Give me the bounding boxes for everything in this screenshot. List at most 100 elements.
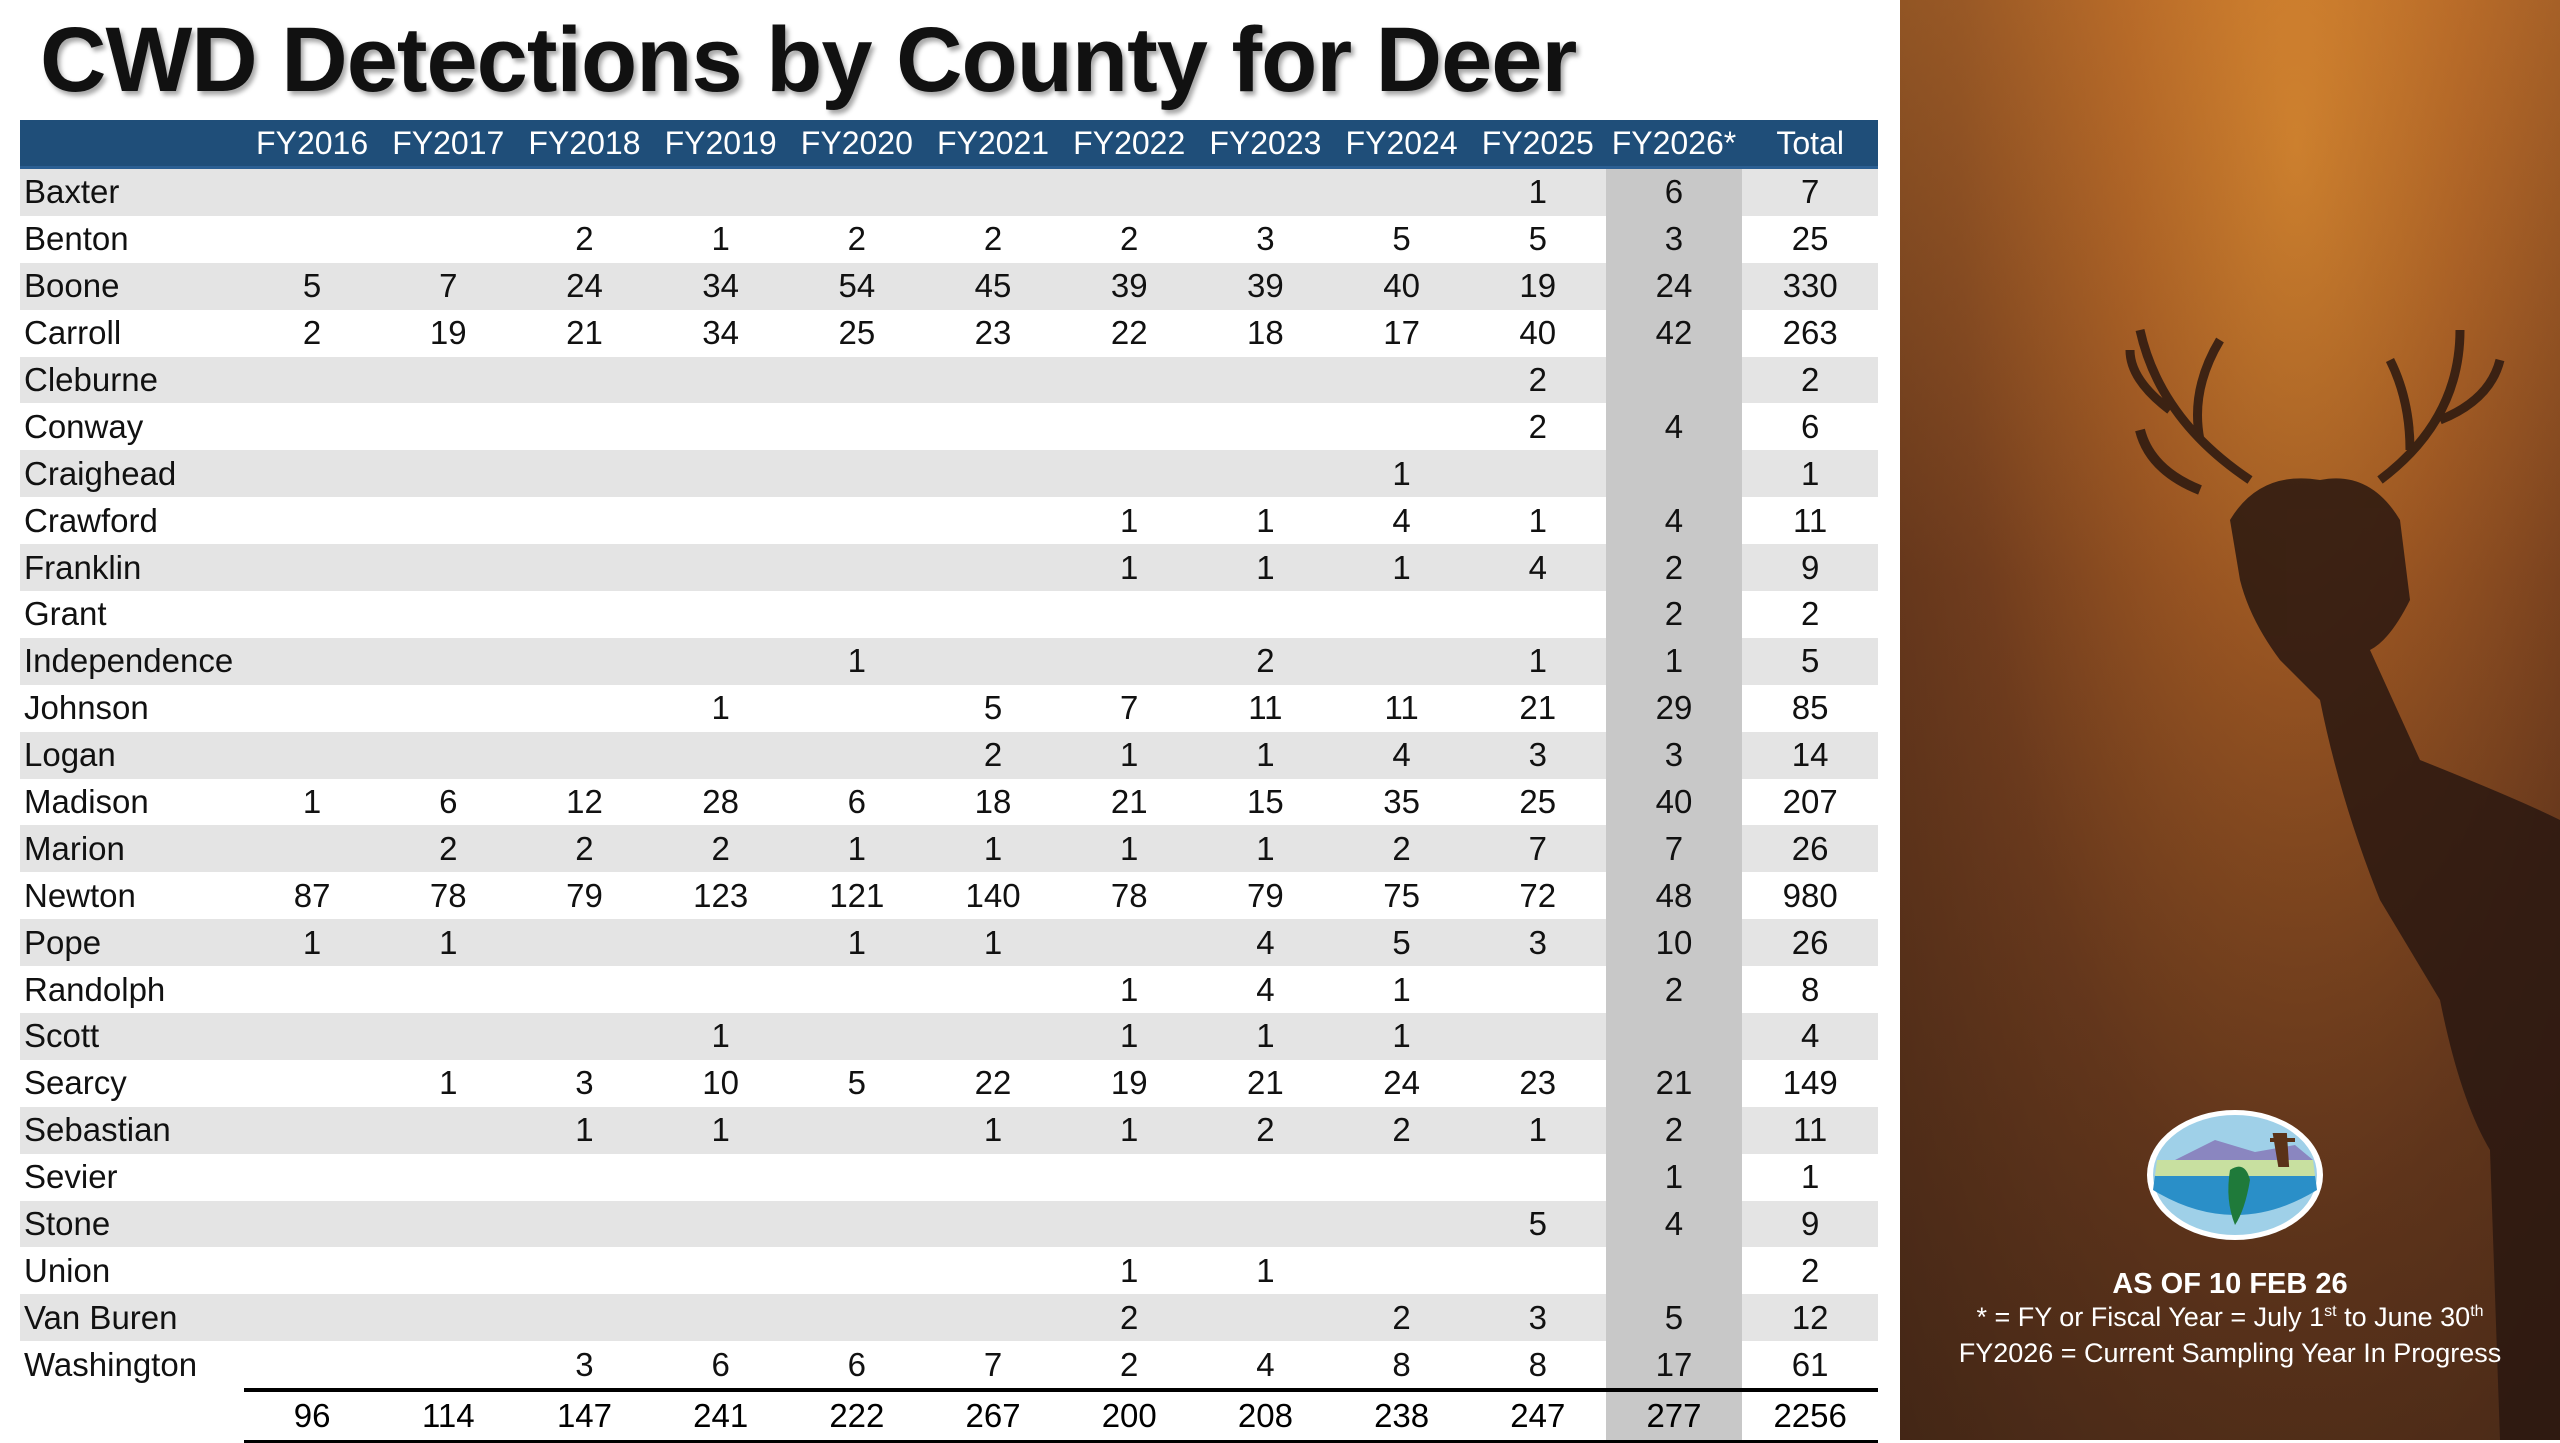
county-name: Benton <box>24 220 129 258</box>
row-total: 85 <box>1791 689 1829 727</box>
detection-count: 21 <box>1519 689 1557 727</box>
detection-count: 1 <box>1605 1153 1743 1201</box>
column-header: FY2016 <box>256 124 369 161</box>
detection-count: 1 <box>847 923 867 961</box>
detection-count: 4 <box>1256 1345 1275 1383</box>
county-name: Sevier <box>24 1158 118 1196</box>
as-of-date: AS OF 10 FEB 26 <box>2112 1268 2348 1300</box>
detection-count: 2 <box>439 829 458 867</box>
table-row: Logan 2 1 1 4 3 3 14 <box>20 731 1878 779</box>
detection-count: 2 <box>711 829 730 867</box>
row-total: 5 <box>1800 642 1820 680</box>
detection-count: 19 <box>1110 1064 1148 1102</box>
detection-count: 1 <box>439 923 458 961</box>
detection-count <box>1605 356 1743 404</box>
table-row: Marion 2 2 2 1 1 1 1 2 7 7 26 <box>20 825 1878 873</box>
table-row: Newton 87 78 79 123 121 140 78 79 75 72 48 980 <box>20 872 1878 920</box>
column-total: 267 <box>965 1397 1021 1435</box>
detection-count: 29 <box>1605 684 1743 732</box>
detection-count: 2 <box>1528 407 1547 445</box>
county-name: Johnson <box>24 689 149 727</box>
county-name: Union <box>24 1251 111 1289</box>
detection-count: 22 <box>1110 314 1148 352</box>
current-year-note: FY2026 = Current Sampling Year In Progre… <box>1958 1338 2502 1368</box>
detection-count: 1 <box>1256 829 1275 867</box>
detection-count: 4 <box>1605 1200 1743 1248</box>
totals-row: 96 114 147 241 222 267 200 208 238 247 277 2256 <box>244 1388 1878 1443</box>
detection-count: 6 <box>847 783 867 821</box>
table-row: Carroll 2 19 21 34 25 23 22 18 17 40 42 263 <box>20 309 1878 357</box>
row-total: 207 <box>1782 783 1838 821</box>
row-total: 11 <box>1793 1111 1828 1149</box>
row-total: 7 <box>1800 173 1820 211</box>
table-row: Conway 2 4 6 <box>20 403 1878 451</box>
row-total: 26 <box>1791 923 1829 961</box>
detection-count: 7 <box>1120 689 1139 727</box>
column-total: 241 <box>693 1397 749 1435</box>
detection-count: 21 <box>1247 1064 1284 1102</box>
row-total: 980 <box>1782 876 1838 914</box>
county-name: Carroll <box>24 314 122 352</box>
detection-count: 18 <box>1247 314 1284 352</box>
table-row: Scott 1 1 1 1 4 <box>20 1013 1878 1060</box>
detection-count: 5 <box>983 689 1003 727</box>
row-total: 1 <box>1800 454 1820 492</box>
detection-count: 1 <box>575 1111 594 1149</box>
detection-count: 6 <box>711 1345 730 1383</box>
detection-count: 19 <box>429 314 467 352</box>
column-total: 222 <box>829 1397 885 1435</box>
detection-count: 3 <box>1528 1298 1547 1336</box>
detection-count: 3 <box>1528 736 1547 774</box>
detection-count: 5 <box>1528 1205 1547 1243</box>
detection-count: 72 <box>1519 876 1557 914</box>
detection-count: 48 <box>1605 872 1743 920</box>
detection-count: 2 <box>1605 1106 1743 1154</box>
detection-count: 1 <box>1120 1251 1139 1289</box>
detection-count: 39 <box>1110 267 1148 305</box>
detection-count: 28 <box>702 783 740 821</box>
column-total: 147 <box>556 1397 612 1435</box>
detection-count: 79 <box>1247 876 1284 914</box>
detection-count: 1 <box>302 923 322 961</box>
row-total: 4 <box>1800 1017 1820 1055</box>
table-row: Searcy 1 3 10 5 22 19 21 24 23 21 149 <box>20 1059 1878 1107</box>
detection-count: 1 <box>1256 548 1275 586</box>
detection-count: 2 <box>1120 1345 1139 1383</box>
detection-count: 23 <box>974 314 1012 352</box>
row-total: 11 <box>1793 501 1828 539</box>
row-total: 263 <box>1782 314 1838 352</box>
detection-count: 10 <box>702 1064 740 1102</box>
detection-count: 4 <box>1528 548 1547 586</box>
column-total: 200 <box>1101 1397 1157 1435</box>
detections-table: FY2016 FY2017 FY2018 FY2019 FY2020 FY2021 FY20… <box>20 120 1878 1443</box>
column-header: FY2021 <box>936 124 1050 161</box>
detection-count: 3 <box>1528 923 1547 961</box>
table-row: Benton 2 1 2 2 2 3 5 5 3 25 <box>20 215 1878 263</box>
county-name: Conway <box>24 407 144 445</box>
detection-count: 1 <box>1120 1111 1139 1149</box>
detection-count: 6 <box>847 1345 867 1383</box>
detection-count: 1 <box>1120 501 1139 539</box>
detection-count: 11 <box>1248 689 1283 727</box>
table-row: Sevier 1 1 <box>20 1153 1878 1201</box>
row-total: 9 <box>1800 548 1820 586</box>
detection-count: 1 <box>1392 548 1411 586</box>
detection-count: 45 <box>974 267 1012 305</box>
detection-count: 35 <box>1383 783 1420 821</box>
detection-count: 21 <box>566 314 603 352</box>
row-total: 2 <box>1800 361 1820 398</box>
detection-count: 1 <box>711 220 730 258</box>
column-header: FY2018 <box>528 124 641 161</box>
detection-count <box>1605 1013 1743 1060</box>
detection-count: 4 <box>1605 403 1743 451</box>
detection-count <box>1605 450 1743 498</box>
row-total: 61 <box>1791 1345 1829 1383</box>
table-row: Boone 5 7 24 34 54 45 39 39 40 19 24 330 <box>20 262 1878 310</box>
detection-count: 54 <box>838 267 876 305</box>
column-header: FY2024 <box>1345 124 1458 161</box>
detection-count: 6 <box>1605 169 1743 216</box>
detection-count: 25 <box>838 314 876 352</box>
row-total: 1 <box>1800 1158 1820 1196</box>
detection-count: 2 <box>847 220 867 258</box>
column-total: 277 <box>1605 1392 1743 1441</box>
